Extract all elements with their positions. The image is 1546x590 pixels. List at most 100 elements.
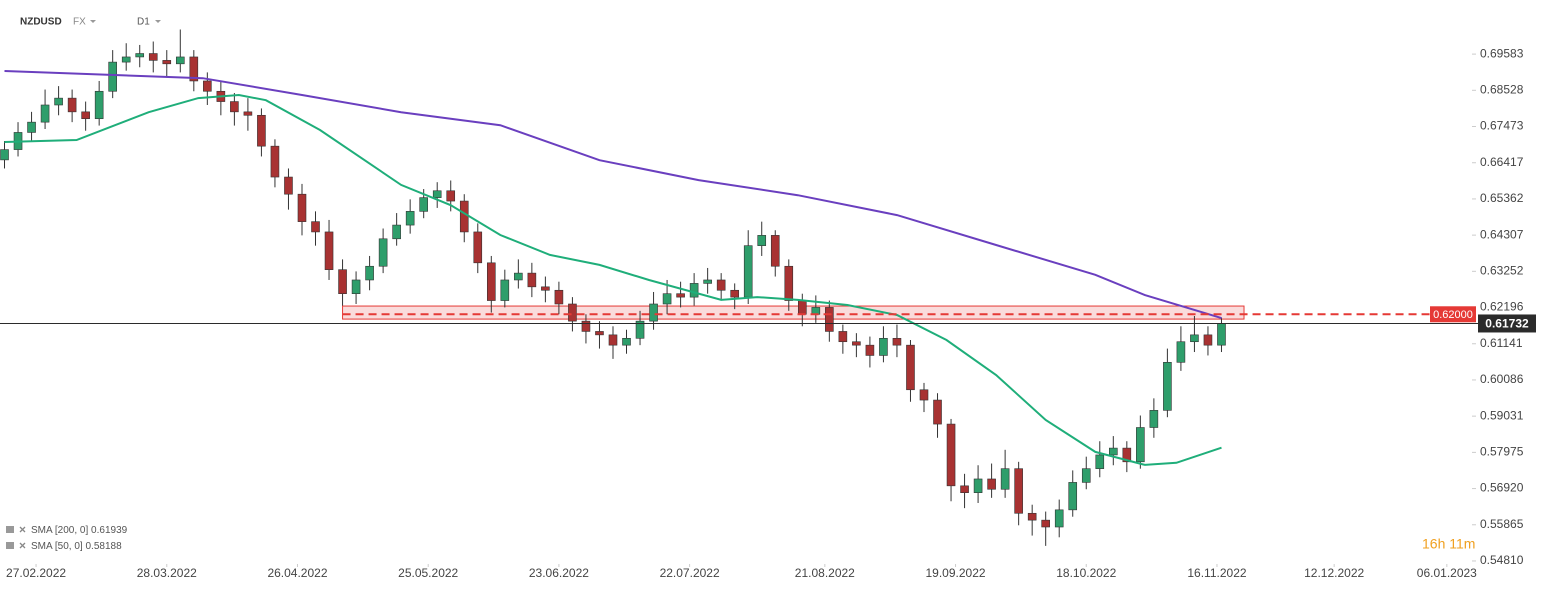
candle-body [1095, 454, 1105, 469]
y-tick-label: 0.62196 [1480, 300, 1524, 314]
price-label: 0.61732 [1485, 317, 1529, 331]
y-tick-label: 0.61141 [1480, 336, 1523, 350]
x-tick-label: 21.08.2022 [795, 566, 855, 580]
candle-body [54, 97, 63, 106]
legend-entry: SMA [50, 0] 0.58188 [31, 541, 122, 552]
countdown: 16h 11m [1422, 536, 1475, 552]
symbol: NZDUSD [20, 17, 62, 28]
interval[interactable]: D1 [137, 17, 150, 28]
candle-body [973, 478, 983, 493]
candle-body [689, 283, 699, 298]
x-tick-label: 16.11.2022 [1187, 566, 1246, 580]
candle-body [554, 289, 564, 305]
candle-body [365, 265, 374, 281]
y-tick-label: 0.54810 [1480, 553, 1524, 567]
y-tick-label: 0.57975 [1480, 445, 1524, 459]
candle-body [27, 121, 36, 133]
market: FX [73, 17, 86, 28]
candle-body [486, 262, 496, 301]
x-tick-label: 26.04.2022 [267, 566, 327, 580]
candle-body [1014, 468, 1023, 514]
candle-body [1027, 512, 1037, 521]
y-tick-label: 0.56920 [1480, 481, 1524, 495]
candle-body [784, 265, 794, 301]
candle-body [230, 101, 239, 113]
candle-body [432, 190, 442, 198]
candle-body [419, 197, 428, 212]
candle-body [1136, 427, 1145, 463]
candle-body [392, 224, 401, 240]
y-tick-label: 0.64307 [1480, 227, 1524, 241]
legend-value: 0.58188 [85, 541, 122, 552]
interval-dropdown[interactable] [155, 20, 161, 23]
candle-body [1068, 482, 1078, 511]
candle-body [1081, 468, 1091, 483]
candle-body [459, 200, 469, 233]
market-dropdown[interactable] [90, 20, 96, 23]
candle-body [622, 337, 631, 346]
candle-body [865, 344, 875, 356]
x-tick-label: 28.03.2022 [137, 566, 197, 580]
candle-body [270, 145, 280, 178]
resistance-zone [342, 305, 1245, 320]
candle-body [797, 300, 807, 315]
candle-body [148, 53, 158, 61]
candle-body [121, 56, 131, 63]
candle-body [175, 56, 185, 65]
candle-body [960, 485, 969, 493]
x-tick-label: 23.06.2022 [529, 566, 589, 580]
x-tick-label: 18.10.2022 [1056, 566, 1116, 580]
legend-value: 0.61939 [91, 525, 128, 536]
candle-body [838, 331, 848, 343]
candle-body [473, 231, 483, 264]
legend-name: SMA [50, 0] [31, 541, 83, 552]
candle-body [879, 337, 888, 356]
candle-body [716, 279, 726, 291]
candle-body [40, 104, 50, 123]
candle-body [919, 389, 929, 401]
candle-body [676, 293, 685, 298]
candle-body [338, 269, 347, 294]
candle-body [94, 90, 104, 120]
sma-line [4, 93, 1222, 466]
legend-close [19, 542, 26, 549]
candle-body [405, 211, 415, 226]
candle-body [987, 478, 996, 490]
candle-body [0, 149, 9, 161]
candle-body [162, 60, 172, 65]
candle-body [311, 221, 320, 233]
candle-body [1054, 509, 1064, 528]
legend-icon [6, 542, 14, 549]
legend-icon [6, 526, 14, 533]
candle-body [284, 176, 293, 195]
candle-body [67, 97, 77, 113]
candle-body [635, 320, 645, 339]
candle-body [108, 61, 117, 92]
candle-body [811, 307, 821, 315]
candle-body [243, 111, 253, 116]
candle-body [608, 334, 618, 346]
candle-body [81, 111, 90, 120]
sma-line [4, 70, 1222, 320]
candle-body [257, 114, 266, 147]
candle-body [1203, 334, 1213, 346]
candle-body [1190, 334, 1199, 343]
candle-body [378, 238, 388, 267]
candle-body [135, 53, 145, 58]
candle-body [189, 56, 199, 82]
candle-body [568, 303, 577, 322]
candle-body [1041, 519, 1050, 528]
candle-body [324, 231, 334, 270]
y-tick-label: 0.67473 [1480, 119, 1524, 133]
candle-body [649, 303, 658, 322]
level-label: 0.62000 [1433, 309, 1473, 321]
candle-body [297, 193, 307, 222]
level-tag [1430, 306, 1476, 323]
candle-body [500, 279, 510, 301]
y-tick-label: 0.69583 [1480, 46, 1524, 60]
x-tick-label: 12.12.2022 [1304, 566, 1364, 580]
candle-body [825, 307, 834, 332]
x-tick-label: 06.01.2023 [1417, 566, 1477, 580]
